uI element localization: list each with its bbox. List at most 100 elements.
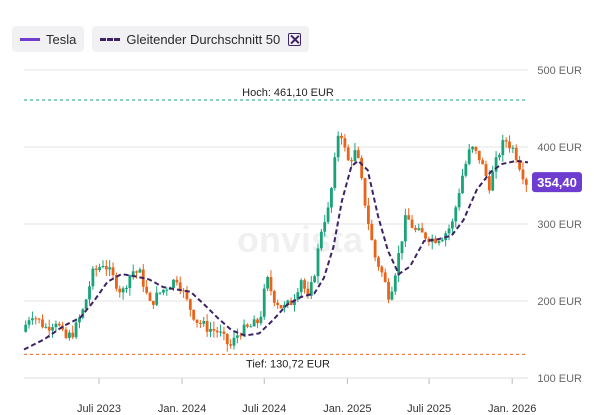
y-tick-label: 500 EUR: [537, 65, 582, 77]
candle-up: [219, 331, 222, 333]
candle-up: [27, 320, 31, 325]
candle-up: [44, 326, 48, 328]
candle-down: [410, 219, 414, 228]
candle-up: [125, 288, 128, 290]
candle-down: [37, 318, 41, 320]
candle-down: [370, 223, 374, 241]
solid-line-swatch-icon: [20, 37, 40, 41]
candle-up: [172, 279, 175, 288]
candle-down: [504, 140, 508, 142]
y-tick-label: 300 EUR: [537, 219, 582, 231]
candle-up: [296, 292, 300, 300]
candle-up: [390, 291, 394, 300]
candle-down: [407, 215, 411, 220]
candle-down: [434, 238, 437, 244]
candle-down: [508, 141, 511, 149]
candle-down: [41, 319, 44, 328]
candle-up: [78, 317, 81, 323]
candle-down: [387, 281, 390, 300]
candle-up: [336, 135, 340, 158]
dashed-line-swatch-icon: [100, 37, 121, 41]
candle-up: [131, 271, 135, 276]
candle-down: [306, 288, 310, 296]
candle-up: [323, 221, 327, 232]
candle-up: [155, 292, 159, 305]
candle-down: [380, 266, 384, 273]
candle-down: [57, 323, 61, 326]
candle-down: [34, 318, 38, 320]
candle-up: [400, 241, 404, 254]
candle-down: [367, 205, 370, 224]
candle-up: [461, 175, 464, 194]
candle-down: [195, 319, 199, 323]
candle-up: [249, 326, 253, 328]
candle-down: [192, 309, 196, 320]
candle-down: [47, 326, 51, 331]
candle-down: [420, 228, 424, 233]
candle-down: [373, 240, 377, 258]
candle-up: [511, 147, 515, 149]
candle-up: [491, 171, 495, 191]
candle-up: [293, 299, 296, 306]
candle-down: [115, 275, 118, 289]
candle-up: [454, 207, 458, 222]
candle-down: [477, 150, 481, 161]
candle-up: [319, 231, 323, 249]
candle-up: [467, 149, 471, 164]
candle-down: [225, 333, 229, 345]
x-tick-label: Jan. 2025: [323, 403, 371, 415]
candle-down: [289, 300, 293, 306]
candle-down: [269, 277, 273, 292]
candle-up: [252, 319, 256, 327]
candle-up: [138, 269, 142, 273]
candle-up: [128, 275, 132, 289]
candle-down: [521, 169, 525, 180]
candle-up: [333, 157, 337, 188]
candle-up: [353, 150, 357, 161]
watermark-text: onvista: [237, 219, 364, 260]
high-label: Hoch: 461,10 EUR: [242, 87, 334, 99]
legend-item-tesla[interactable]: Tesla: [12, 26, 85, 52]
legend-label-moving-average: Gleitender Durchschnitt 50: [126, 31, 281, 47]
candle-up: [501, 140, 505, 156]
candle-down: [279, 305, 283, 309]
candle-up: [464, 163, 468, 176]
candle-up: [286, 300, 290, 305]
candle-down: [118, 288, 122, 293]
candle-up: [242, 324, 246, 337]
candle-up: [88, 286, 91, 300]
legend-label-tesla: Tesla: [46, 31, 77, 47]
candle-down: [343, 138, 347, 148]
candle-up: [471, 146, 474, 150]
legend: Tesla Gleitender Durchschnitt 50: [12, 26, 310, 52]
candle-down: [185, 290, 189, 300]
candle-up: [165, 289, 169, 291]
candle-down: [178, 282, 182, 291]
remove-indicator-close-icon[interactable]: [288, 32, 302, 46]
candle-up: [54, 323, 58, 328]
candle-up: [437, 241, 441, 244]
candle-up: [498, 155, 501, 158]
candle-up: [158, 292, 162, 294]
candle-up: [403, 215, 407, 242]
candle-up: [417, 228, 421, 230]
candle-up: [259, 316, 263, 324]
candle-down: [383, 272, 387, 282]
x-tick-label: Juli 2025: [407, 403, 451, 415]
candle-down: [188, 299, 192, 310]
candle-up: [51, 327, 54, 331]
candle-up: [451, 221, 454, 229]
candle-up: [440, 240, 444, 242]
candle-down: [340, 135, 343, 139]
candle-up: [121, 288, 125, 293]
candle-up: [232, 337, 236, 346]
legend-item-moving-average[interactable]: Gleitender Durchschnitt 50: [92, 26, 310, 52]
candle-down: [414, 227, 417, 230]
candle-down: [182, 290, 185, 292]
low-label: Tief: 130,72 EUR: [246, 358, 330, 370]
candle-down: [111, 267, 115, 276]
candle-down: [356, 150, 360, 158]
candle-down: [205, 321, 209, 332]
candle-down: [346, 147, 350, 161]
candle-up: [283, 304, 286, 309]
